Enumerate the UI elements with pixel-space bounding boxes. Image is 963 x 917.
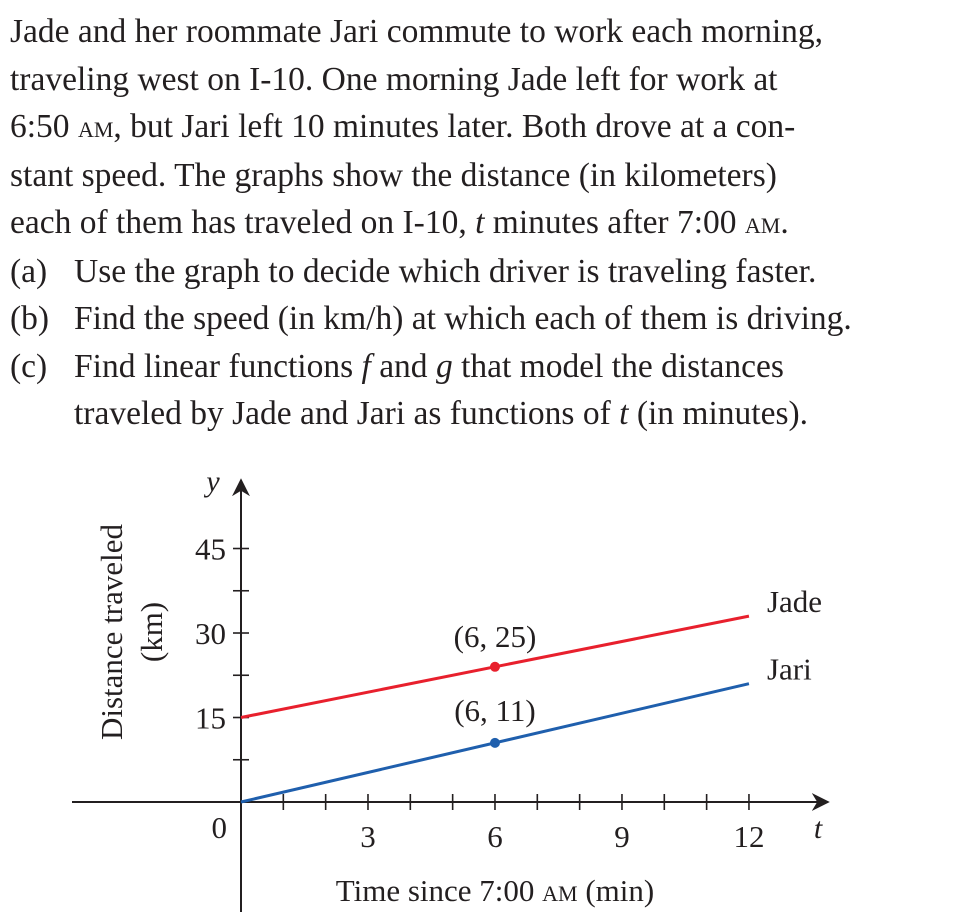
problem-text: Jade and her roommate Jari commute to wo… bbox=[10, 8, 955, 438]
axes bbox=[72, 478, 830, 912]
x-tick-label-3: 3 bbox=[360, 819, 376, 854]
intro-line-1: Jade and her roommate Jari commute to wo… bbox=[10, 13, 824, 50]
point-label-jari: (6, 11) bbox=[454, 693, 536, 728]
y-tick-label-45: 45 bbox=[195, 532, 226, 567]
intro-line-3: 6:50 AM, but Jari left 10 minutes later.… bbox=[10, 108, 796, 145]
marked-point-jari bbox=[489, 737, 500, 748]
chart-labels: 3 6 9 12 15 30 45 0 t y Time since 7:00 am (min) Di… bbox=[94, 465, 823, 908]
y-tick-label-15: 15 bbox=[195, 701, 226, 736]
origin-label: 0 bbox=[212, 810, 228, 845]
x-axis-variable: t bbox=[814, 812, 823, 845]
point-label-jade: (6, 25) bbox=[454, 619, 537, 654]
x-axis-title: Time since 7:00 am (min) bbox=[336, 873, 654, 908]
distance-time-graph: 3 6 9 12 15 30 45 0 t y Time since 7:00 am (min) Di… bbox=[72, 465, 830, 912]
problem-intro: Jade and her roommate Jari commute to wo… bbox=[10, 8, 955, 248]
y-axis-title-line-1: Distance traveled bbox=[94, 523, 129, 740]
problem-parts: (a) Use the graph to decide which driver … bbox=[10, 248, 955, 438]
series-label-jari: Jari bbox=[767, 652, 812, 687]
part-c-line-1: (c) Find linear functions f and g that mo… bbox=[10, 343, 955, 391]
part-text-c: Find linear functions f and g that model… bbox=[74, 347, 784, 385]
part-label-a: (a) bbox=[10, 252, 48, 290]
part-text-b: Find the speed (in km/h) at which each o… bbox=[74, 300, 852, 337]
intro-line-4: stant speed. The graphs show the distanc… bbox=[10, 156, 777, 194]
x-tick-label-9: 9 bbox=[614, 819, 630, 854]
series-label-jade: Jade bbox=[767, 584, 822, 619]
part-label-c: (c) bbox=[10, 347, 48, 385]
y-tick-label-30: 30 bbox=[195, 616, 226, 651]
y-axis-variable: y bbox=[203, 465, 220, 498]
x-tick-label-6: 6 bbox=[487, 819, 503, 854]
intro-line-5: each of them has traveled on I-10, t min… bbox=[10, 204, 789, 241]
marked-point-jade bbox=[489, 661, 500, 672]
intro-line-2: traveling west on I-10. One morning Jade… bbox=[10, 60, 778, 98]
x-tick-label-12: 12 bbox=[733, 819, 764, 854]
data-series bbox=[240, 614, 750, 804]
part-b-line-1: (b) Find the speed (in km/h) at which eac… bbox=[10, 295, 955, 343]
part-a-line-1: (a) Use the graph to decide which driver … bbox=[10, 248, 955, 296]
part-label-b: (b) bbox=[10, 300, 50, 337]
part-c-line-2: traveled by Jade and Jari as functions o… bbox=[74, 395, 809, 432]
y-axis-title-line-2: (km) bbox=[134, 602, 169, 662]
part-text-a: Use the graph to decide which driver is … bbox=[74, 252, 817, 290]
tick-marks bbox=[233, 547, 750, 810]
